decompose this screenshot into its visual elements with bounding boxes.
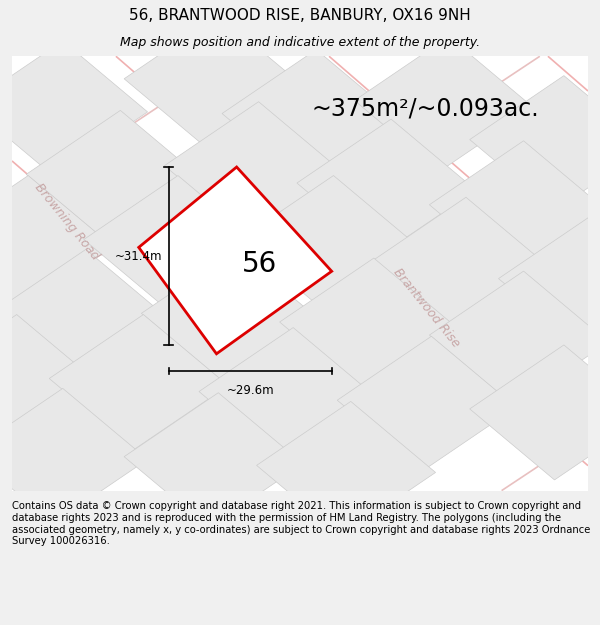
Polygon shape	[142, 249, 320, 384]
Polygon shape	[280, 258, 458, 393]
Text: Contains OS data © Crown copyright and database right 2021. This information is : Contains OS data © Crown copyright and d…	[12, 501, 590, 546]
Text: Brantwood Rise: Brantwood Rise	[391, 266, 463, 350]
Polygon shape	[84, 176, 263, 311]
Polygon shape	[124, 15, 303, 150]
Polygon shape	[164, 102, 343, 237]
Text: 56: 56	[242, 250, 277, 278]
Polygon shape	[49, 314, 228, 449]
Polygon shape	[0, 388, 148, 523]
Polygon shape	[0, 249, 170, 384]
Polygon shape	[470, 345, 600, 480]
Polygon shape	[0, 314, 101, 449]
Polygon shape	[470, 76, 600, 211]
Text: ~29.6m: ~29.6m	[226, 384, 274, 398]
Text: 56, BRANTWOOD RISE, BANBURY, OX16 9NH: 56, BRANTWOOD RISE, BANBURY, OX16 9NH	[129, 8, 471, 23]
Text: ~375m²/~0.093ac.: ~375m²/~0.093ac.	[311, 96, 539, 121]
Polygon shape	[139, 167, 332, 354]
Polygon shape	[222, 49, 401, 184]
Polygon shape	[337, 336, 516, 471]
Polygon shape	[499, 214, 600, 349]
Polygon shape	[199, 328, 378, 462]
Text: ~31.4m: ~31.4m	[114, 249, 162, 262]
Polygon shape	[239, 176, 418, 311]
Polygon shape	[355, 36, 533, 171]
Polygon shape	[124, 392, 303, 528]
Polygon shape	[257, 401, 436, 536]
Polygon shape	[0, 41, 148, 176]
Polygon shape	[0, 176, 113, 311]
Text: Map shows position and indicative extent of the property.: Map shows position and indicative extent…	[120, 36, 480, 49]
Polygon shape	[430, 141, 600, 276]
Polygon shape	[26, 111, 205, 246]
Text: Browning Road: Browning Road	[32, 181, 101, 262]
Polygon shape	[372, 198, 551, 332]
Polygon shape	[297, 119, 476, 254]
Polygon shape	[430, 271, 600, 406]
